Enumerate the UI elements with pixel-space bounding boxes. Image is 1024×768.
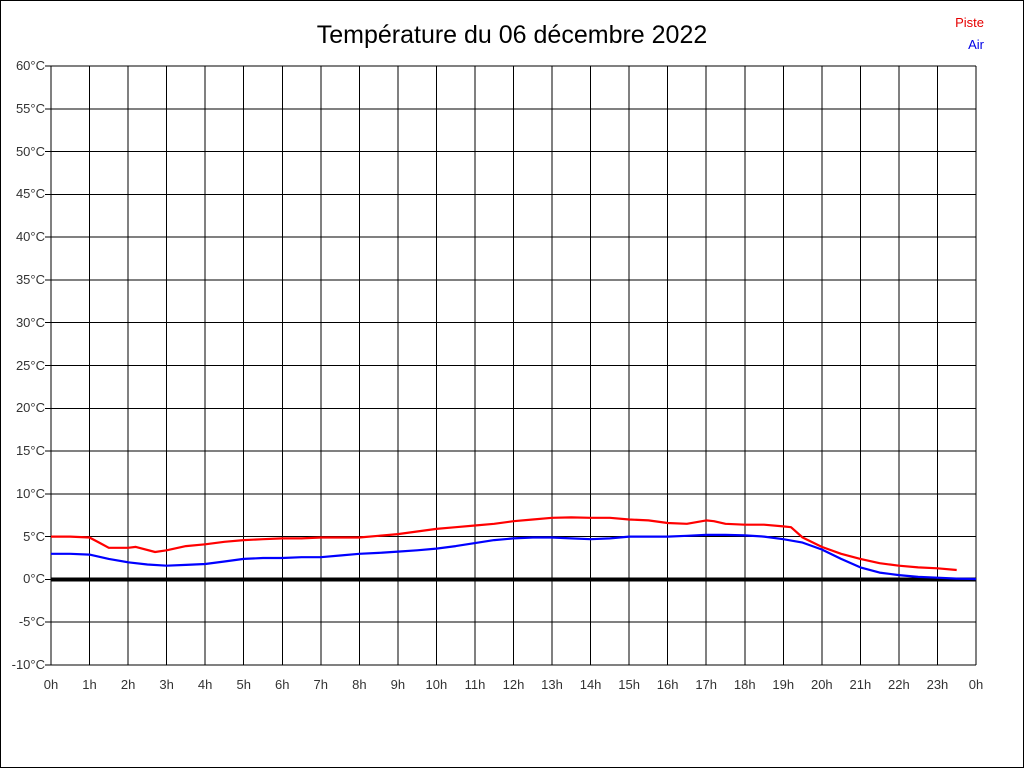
x-tick-label: 5h [236, 677, 251, 692]
x-tick-label: 18h [733, 677, 756, 692]
x-tick-label: 9h [390, 677, 406, 692]
x-tick-label: 10h [425, 677, 448, 692]
y-tick-label: 15°C [15, 443, 45, 459]
y-tick-label: 20°C [15, 400, 45, 416]
legend-item-piste: Piste [955, 15, 984, 30]
x-tick-label: 23h [926, 677, 949, 692]
x-tick-label: 21h [849, 677, 872, 692]
y-tick-label: 60°C [15, 58, 45, 73]
y-tick-label: 0°C [23, 571, 45, 587]
x-tick-label: 17h [695, 677, 718, 692]
x-tick-label: 14h [579, 677, 602, 692]
y-tick-label: 35°C [15, 271, 45, 287]
x-tick-label: 7h [313, 677, 329, 692]
y-tick-label: 40°C [15, 229, 45, 245]
x-tick-label: 4h [197, 677, 213, 692]
legend-item-air: Air [968, 37, 984, 52]
series-line-air [51, 533, 977, 581]
y-tick-label: 30°C [15, 314, 45, 330]
y-tick-label: -10°C [11, 657, 45, 672]
x-tick-label: 11h [464, 677, 486, 692]
x-tick-label: 8h [352, 677, 367, 692]
y-tick-label: 55°C [15, 100, 45, 116]
chart-title: Température du 06 décembre 2022 [316, 21, 708, 49]
x-tick-label: 15h [618, 677, 640, 692]
y-tick-label: -5°C [18, 614, 45, 630]
x-tick-label: 16h [656, 677, 679, 692]
x-tick-label: 0h [43, 677, 59, 692]
x-tick-label: 3h [159, 677, 174, 692]
x-tick-label: 0h [968, 677, 984, 692]
y-tick-label: 5°C [23, 528, 45, 544]
y-tick-label: 45°C [15, 186, 45, 202]
x-tick-label: 19h [772, 677, 795, 692]
x-tick-label: 22h [888, 677, 910, 692]
x-tick-label: 12h [502, 677, 525, 692]
plot-area [45, 65, 977, 666]
x-tick-label: 1h [82, 677, 97, 692]
x-tick-label: 2h [120, 677, 136, 692]
y-tick-label: 50°C [15, 143, 45, 159]
series-line-piste [51, 516, 957, 572]
y-tick-label: 25°C [15, 357, 45, 373]
x-tick-label: 13h [541, 677, 563, 692]
legend: Piste Air [955, 12, 984, 56]
x-tick-label: 6h [275, 677, 290, 692]
x-tick-label: 20h [810, 677, 833, 692]
y-tick-label: 10°C [15, 485, 45, 501]
